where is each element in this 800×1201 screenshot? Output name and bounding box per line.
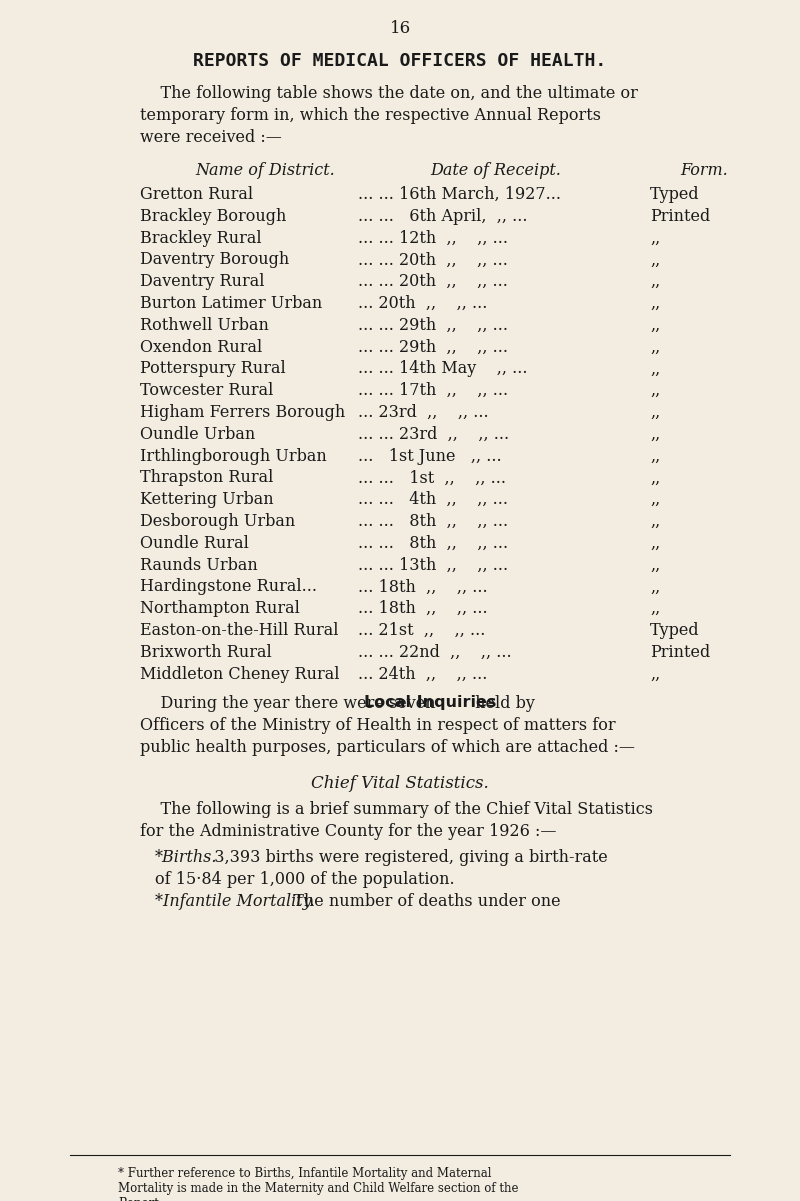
Text: Higham Ferrers Borough: Higham Ferrers Borough	[140, 404, 346, 422]
Text: ... ... 14th May    ,, ...: ... ... 14th May ,, ...	[358, 360, 527, 377]
Text: were received :—: were received :—	[140, 129, 282, 147]
Text: ,,: ,,	[650, 251, 660, 268]
Text: Easton-on-the-Hill Rural: Easton-on-the-Hill Rural	[140, 622, 338, 639]
Text: Printed: Printed	[650, 644, 710, 661]
Text: ... ...   4th  ,,    ,, ...: ... ... 4th ,, ,, ...	[358, 491, 508, 508]
Text: ... ... 17th  ,,    ,, ...: ... ... 17th ,, ,, ...	[358, 382, 508, 399]
Text: ,,: ,,	[650, 360, 660, 377]
Text: Irthlingborough Urban: Irthlingborough Urban	[140, 448, 326, 465]
Text: The number of deaths under one: The number of deaths under one	[283, 894, 561, 910]
Text: ... ... 12th  ,,    ,, ...: ... ... 12th ,, ,, ...	[358, 229, 508, 246]
Text: During the year there were seven: During the year there were seven	[140, 695, 441, 712]
Text: ,,: ,,	[650, 448, 660, 465]
Text: ... ... 29th  ,,    ,, ...: ... ... 29th ,, ,, ...	[358, 317, 508, 334]
Text: ... ... 23rd  ,,    ,, ...: ... ... 23rd ,, ,, ...	[358, 426, 509, 443]
Text: ... ...   8th  ,,    ,, ...: ... ... 8th ,, ,, ...	[358, 534, 508, 551]
Text: *Infantile Mortality.: *Infantile Mortality.	[155, 894, 314, 910]
Text: ,,: ,,	[650, 273, 660, 291]
Text: ,,: ,,	[650, 556, 660, 574]
Text: ... 21st  ,,    ,, ...: ... 21st ,, ,, ...	[358, 622, 486, 639]
Text: ... ... 16th March, 1927...: ... ... 16th March, 1927...	[358, 186, 561, 203]
Text: Burton Latimer Urban: Burton Latimer Urban	[140, 295, 322, 312]
Text: Local Inquiries: Local Inquiries	[364, 695, 496, 711]
Text: Northampton Rural: Northampton Rural	[140, 600, 300, 617]
Text: Oundle Urban: Oundle Urban	[140, 426, 255, 443]
Text: REPORTS OF MEDICAL OFFICERS OF HEALTH.: REPORTS OF MEDICAL OFFICERS OF HEALTH.	[194, 52, 606, 70]
Text: ... ... 22nd  ,,    ,, ...: ... ... 22nd ,, ,, ...	[358, 644, 512, 661]
Text: Thrapston Rural: Thrapston Rural	[140, 470, 274, 486]
Text: Typed: Typed	[650, 186, 700, 203]
Text: The following is a brief summary of the Chief Vital Statistics: The following is a brief summary of the …	[140, 801, 653, 818]
Text: Typed: Typed	[650, 622, 700, 639]
Text: ,,: ,,	[650, 513, 660, 530]
Text: Brackley Rural: Brackley Rural	[140, 229, 262, 246]
Text: Date of Receipt.: Date of Receipt.	[430, 162, 561, 179]
Text: 3,393 births were registered, giving a birth-rate: 3,393 births were registered, giving a b…	[204, 849, 607, 866]
Text: Hardingstone Rural...: Hardingstone Rural...	[140, 579, 317, 596]
Text: ,,: ,,	[650, 470, 660, 486]
Text: ,,: ,,	[650, 600, 660, 617]
Text: ...   1st June   ,, ...: ... 1st June ,, ...	[358, 448, 502, 465]
Text: * Further reference to Births, Infantile Mortality and Maternal: * Further reference to Births, Infantile…	[118, 1167, 491, 1181]
Text: temporary form in, which the respective Annual Reports: temporary form in, which the respective …	[140, 107, 601, 124]
Text: ... ... 29th  ,,    ,, ...: ... ... 29th ,, ,, ...	[358, 339, 508, 355]
Text: Kettering Urban: Kettering Urban	[140, 491, 274, 508]
Text: Report.: Report.	[118, 1197, 162, 1201]
Text: ,,: ,,	[650, 339, 660, 355]
Text: ... ... 13th  ,,    ,, ...: ... ... 13th ,, ,, ...	[358, 556, 508, 574]
Text: ... ... 20th  ,,    ,, ...: ... ... 20th ,, ,, ...	[358, 273, 508, 291]
Text: ... ... 20th  ,,    ,, ...: ... ... 20th ,, ,, ...	[358, 251, 508, 268]
Text: Gretton Rural: Gretton Rural	[140, 186, 253, 203]
Text: Officers of the Ministry of Health in respect of matters for: Officers of the Ministry of Health in re…	[140, 717, 616, 734]
Text: ,,: ,,	[650, 426, 660, 443]
Text: Potterspury Rural: Potterspury Rural	[140, 360, 286, 377]
Text: Mortality is made in the Maternity and Child Welfare section of the: Mortality is made in the Maternity and C…	[118, 1182, 518, 1195]
Text: Form.: Form.	[680, 162, 728, 179]
Text: ... 24th  ,,    ,, ...: ... 24th ,, ,, ...	[358, 665, 487, 682]
Text: ... 20th  ,,    ,, ...: ... 20th ,, ,, ...	[358, 295, 487, 312]
Text: Towcester Rural: Towcester Rural	[140, 382, 274, 399]
Text: public health purposes, particulars of which are attached :—: public health purposes, particulars of w…	[140, 740, 635, 757]
Text: Daventry Rural: Daventry Rural	[140, 273, 265, 291]
Text: Brixworth Rural: Brixworth Rural	[140, 644, 272, 661]
Text: ... 23rd  ,,    ,, ...: ... 23rd ,, ,, ...	[358, 404, 489, 422]
Text: ,,: ,,	[650, 579, 660, 596]
Text: Oxendon Rural: Oxendon Rural	[140, 339, 262, 355]
Text: Rothwell Urban: Rothwell Urban	[140, 317, 269, 334]
Text: ,,: ,,	[650, 665, 660, 682]
Text: ,,: ,,	[650, 317, 660, 334]
Text: for the Administrative County for the year 1926 :—: for the Administrative County for the ye…	[140, 824, 557, 841]
Text: *Births.: *Births.	[155, 849, 218, 866]
Text: Daventry Borough: Daventry Borough	[140, 251, 290, 268]
Text: of 15·84 per 1,000 of the population.: of 15·84 per 1,000 of the population.	[155, 872, 454, 889]
Text: Chief Vital Statistics.: Chief Vital Statistics.	[311, 776, 489, 793]
Text: Name of District.: Name of District.	[195, 162, 334, 179]
Text: Printed: Printed	[650, 208, 710, 225]
Text: ... 18th  ,,    ,, ...: ... 18th ,, ,, ...	[358, 579, 488, 596]
Text: Brackley Borough: Brackley Borough	[140, 208, 286, 225]
Text: Oundle Rural: Oundle Rural	[140, 534, 249, 551]
Text: ,,: ,,	[650, 295, 660, 312]
Text: 16: 16	[390, 20, 410, 37]
Text: ... 18th  ,,    ,, ...: ... 18th ,, ,, ...	[358, 600, 488, 617]
Text: The following table shows the date on, and the ultimate or: The following table shows the date on, a…	[140, 85, 638, 102]
Text: ,,: ,,	[650, 534, 660, 551]
Text: ,,: ,,	[650, 229, 660, 246]
Text: ,,: ,,	[650, 491, 660, 508]
Text: Raunds Urban: Raunds Urban	[140, 556, 258, 574]
Text: Desborough Urban: Desborough Urban	[140, 513, 295, 530]
Text: ,,: ,,	[650, 382, 660, 399]
Text: Middleton Cheney Rural: Middleton Cheney Rural	[140, 665, 339, 682]
Text: held by: held by	[470, 695, 535, 712]
Text: ... ...   6th April,  ,, ...: ... ... 6th April, ,, ...	[358, 208, 527, 225]
Text: ... ...   1st  ,,    ,, ...: ... ... 1st ,, ,, ...	[358, 470, 506, 486]
Text: ,,: ,,	[650, 404, 660, 422]
Text: ... ...   8th  ,,    ,, ...: ... ... 8th ,, ,, ...	[358, 513, 508, 530]
